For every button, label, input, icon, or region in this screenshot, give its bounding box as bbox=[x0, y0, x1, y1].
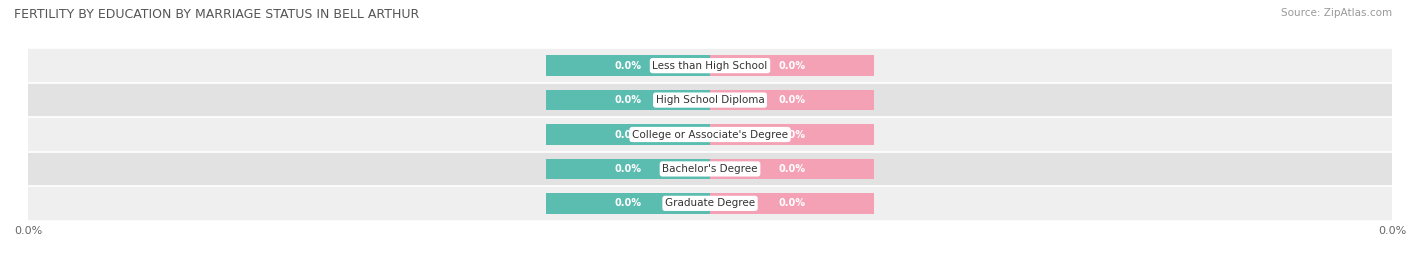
Text: 0.0%: 0.0% bbox=[779, 61, 806, 71]
Text: 0.0%: 0.0% bbox=[779, 164, 806, 174]
Text: Bachelor's Degree: Bachelor's Degree bbox=[662, 164, 758, 174]
Text: 0.0%: 0.0% bbox=[779, 129, 806, 140]
Bar bbox=[28, 152, 1392, 186]
Bar bbox=[28, 117, 1392, 152]
Text: College or Associate's Degree: College or Associate's Degree bbox=[633, 129, 787, 140]
Bar bbox=[28, 83, 1392, 117]
Bar bbox=[710, 193, 873, 214]
Text: 0.0%: 0.0% bbox=[614, 95, 641, 105]
Bar bbox=[710, 90, 873, 110]
Bar bbox=[28, 48, 1392, 83]
Text: 0.0%: 0.0% bbox=[614, 61, 641, 71]
Text: Less than High School: Less than High School bbox=[652, 61, 768, 71]
Bar bbox=[547, 124, 710, 145]
Bar bbox=[710, 55, 873, 76]
Text: 0.0%: 0.0% bbox=[779, 198, 806, 208]
Bar bbox=[547, 159, 710, 179]
Bar bbox=[547, 90, 710, 110]
Bar bbox=[547, 193, 710, 214]
Text: FERTILITY BY EDUCATION BY MARRIAGE STATUS IN BELL ARTHUR: FERTILITY BY EDUCATION BY MARRIAGE STATU… bbox=[14, 8, 419, 21]
Text: 0.0%: 0.0% bbox=[614, 129, 641, 140]
Text: Graduate Degree: Graduate Degree bbox=[665, 198, 755, 208]
Text: 0.0%: 0.0% bbox=[614, 198, 641, 208]
Text: 0.0%: 0.0% bbox=[614, 164, 641, 174]
Text: Source: ZipAtlas.com: Source: ZipAtlas.com bbox=[1281, 8, 1392, 18]
Bar bbox=[710, 159, 873, 179]
Text: 0.0%: 0.0% bbox=[779, 95, 806, 105]
Bar bbox=[547, 55, 710, 76]
Text: High School Diploma: High School Diploma bbox=[655, 95, 765, 105]
Bar bbox=[28, 186, 1392, 221]
Bar bbox=[710, 124, 873, 145]
